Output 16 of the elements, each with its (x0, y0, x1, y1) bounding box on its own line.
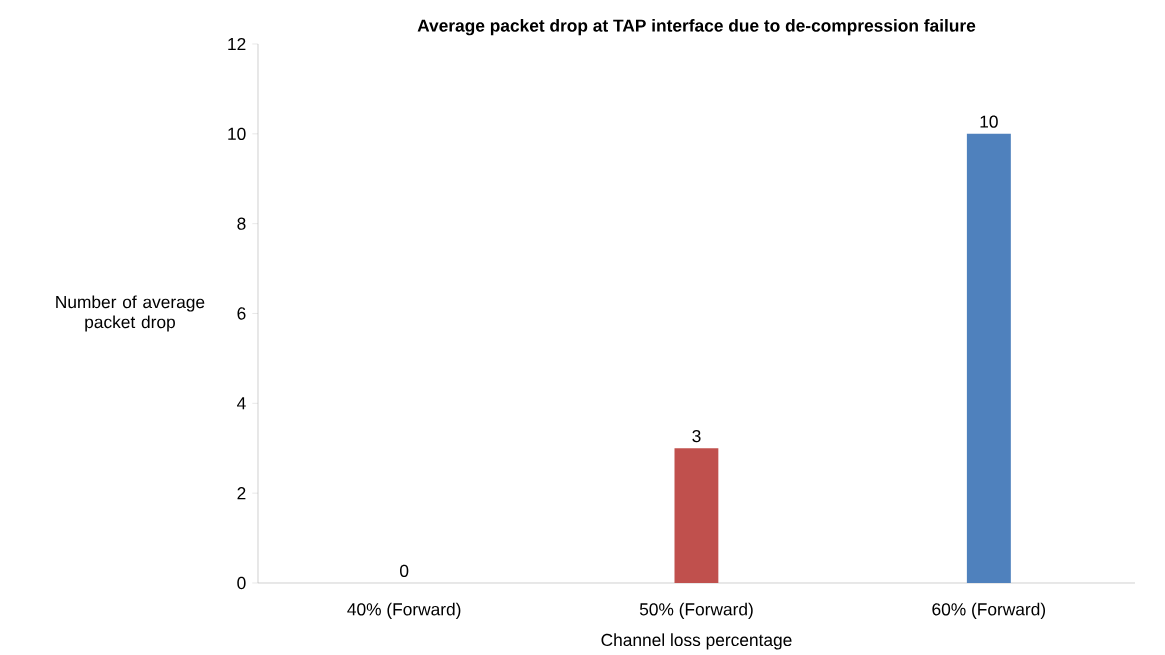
y-tick-label: 2 (237, 486, 246, 500)
y-tick-label: 4 (237, 397, 246, 410)
data-label: 0 (400, 564, 409, 577)
y-tick-label: 10 (228, 127, 246, 140)
y-tick-label: 6 (237, 307, 246, 320)
y-tick-label: 8 (237, 217, 246, 230)
y-tick-label: 0 (237, 576, 246, 589)
x-tick-label: 60% (Forward) (932, 602, 1046, 619)
data-label: 10 (980, 115, 998, 128)
y-axis-title: Number of average packet drop (56, 295, 205, 332)
y-tick-label: 12 (228, 37, 246, 50)
x-tick-label: 40% (Forward) (347, 602, 461, 619)
x-tick-label: 50% (Forward) (639, 602, 753, 619)
data-label: 3 (692, 429, 701, 443)
chart-title: Average packet drop at TAP interface due to de-compression failure (417, 18, 976, 36)
x-axis-title: Channel loss percentage (601, 633, 792, 650)
